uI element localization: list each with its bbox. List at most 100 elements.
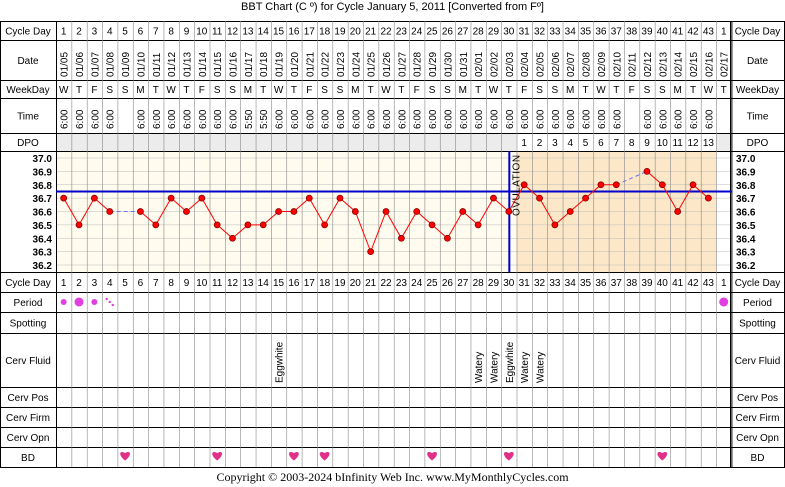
- temp-line-segment: [155, 197, 172, 226]
- temp-point: [612, 181, 620, 189]
- row-label-right: Period: [743, 298, 772, 309]
- temp-point: [689, 181, 697, 189]
- cycle-day-label: 21: [365, 27, 377, 38]
- cycle-day-label: 6: [138, 27, 144, 38]
- weekday-label: S: [337, 85, 344, 96]
- cycle-day-label: 34: [565, 278, 577, 289]
- cycle-day-label: 28: [473, 278, 485, 289]
- time-label: 6:00: [336, 109, 347, 129]
- temp-point: [551, 221, 559, 229]
- temp-point: [106, 208, 114, 215]
- weekday-label: T: [153, 85, 159, 96]
- dpo-label: 12: [687, 138, 699, 149]
- cycle-day-label: 13: [242, 27, 254, 38]
- row-label-left: Period: [14, 298, 43, 309]
- time-label: 6:00: [643, 109, 654, 129]
- cycle-day-label: 20: [350, 278, 362, 289]
- cycle-day-label: 28: [473, 27, 485, 38]
- cycle-day-label: 38: [626, 278, 638, 289]
- bd-heart-icon: [289, 451, 299, 461]
- date-label: 02/04: [520, 52, 531, 77]
- temp-point: [75, 221, 83, 229]
- temp-line-segment: [661, 184, 679, 212]
- cycle-day-label: 34: [565, 27, 577, 38]
- y-tick-label-left: 36.4: [33, 234, 53, 245]
- cycle-day-label: 40: [657, 278, 669, 289]
- dpo-label: 5: [583, 138, 589, 149]
- dpo-label: 9: [644, 138, 650, 149]
- cycle-day-label: 5: [122, 278, 128, 289]
- temp-point: [536, 194, 543, 202]
- weekday-label: F: [199, 85, 205, 96]
- cycle-day-label: 37: [611, 27, 623, 38]
- y-tick-label-left: 37.0: [33, 154, 53, 165]
- row-label-right: Cerv Firm: [736, 413, 780, 424]
- row-label-left: Cerv Opn: [7, 433, 50, 444]
- temp-line-segment: [63, 197, 80, 226]
- weekday-label: S: [644, 85, 651, 96]
- date-label: 02/08: [582, 52, 593, 77]
- weekday-label: W: [59, 85, 69, 96]
- bd-heart-icon: [657, 451, 668, 461]
- temp-point: [137, 208, 144, 215]
- date-label: 01/06: [75, 52, 86, 77]
- cycle-day-label: 1: [721, 278, 727, 289]
- bd-heart-icon: [120, 451, 130, 461]
- cycle-day-label: 27: [457, 278, 469, 289]
- temp-line-segment: [539, 197, 556, 226]
- temp-point: [321, 221, 329, 229]
- time-label: 6:00: [198, 109, 209, 129]
- weekday-label: F: [521, 85, 527, 96]
- cycle-day-label: 26: [442, 278, 454, 289]
- cycle-day-label: 4: [107, 278, 113, 289]
- row-label-left: Time: [17, 112, 39, 123]
- cycle-day-label: 13: [242, 278, 254, 289]
- time-label: 6:00: [443, 109, 454, 129]
- date-label: 01/16: [229, 52, 240, 77]
- cycle-day-label: 35: [580, 27, 592, 38]
- cycle-day-label: 2: [76, 278, 82, 289]
- time-label: 6:00: [275, 109, 286, 129]
- row-label-left: DPO: [17, 138, 39, 149]
- temp-point: [459, 208, 467, 215]
- cervical-fluid-label: Eggwhite: [275, 341, 286, 383]
- row-label-right: Cerv Fluid: [735, 356, 781, 367]
- cervical-fluid-label: Watery: [489, 352, 500, 383]
- cycle-day-label: 16: [288, 27, 300, 38]
- time-label: 6:00: [167, 109, 178, 129]
- weekday-label: T: [291, 85, 297, 96]
- time-label: 6:00: [397, 109, 408, 129]
- time-label: 6:00: [229, 109, 240, 129]
- cycle-day-label: 25: [427, 278, 439, 289]
- date-label: 01/09: [121, 52, 132, 77]
- cycle-day-label: 11: [212, 278, 223, 289]
- time-label: 6:00: [428, 109, 439, 129]
- date-label: 01/31: [459, 52, 470, 77]
- cycle-day-label: 43: [703, 27, 715, 38]
- weekday-label: T: [721, 85, 727, 96]
- temp-point: [704, 194, 712, 202]
- weekday-label: W: [596, 85, 606, 96]
- temp-point: [60, 194, 68, 202]
- dpo-label: 13: [703, 138, 715, 149]
- date-label: 02/06: [551, 52, 562, 77]
- y-tick-label-right: 36.3: [736, 248, 756, 259]
- cycle-day-label: 22: [380, 278, 392, 289]
- time-label: 6:00: [90, 109, 101, 129]
- time-label: 6:00: [520, 109, 531, 129]
- time-label: 6:00: [566, 109, 577, 129]
- y-tick-label-right: 36.2: [736, 261, 756, 272]
- row-label-right: WeekDay: [736, 85, 779, 96]
- time-label: 6:00: [459, 109, 470, 129]
- temp-point: [444, 234, 451, 242]
- temp-point: [428, 221, 436, 229]
- time-label: 6:00: [152, 109, 163, 129]
- cycle-day-label: 6: [138, 278, 144, 289]
- temp-point: [275, 208, 282, 215]
- row-label-right: Spotting: [739, 319, 776, 330]
- weekday-label: W: [274, 85, 284, 96]
- weekday-label: T: [183, 85, 189, 96]
- temp-line-segment: [370, 211, 387, 252]
- temp-point: [90, 194, 98, 202]
- temp-point: [382, 208, 390, 215]
